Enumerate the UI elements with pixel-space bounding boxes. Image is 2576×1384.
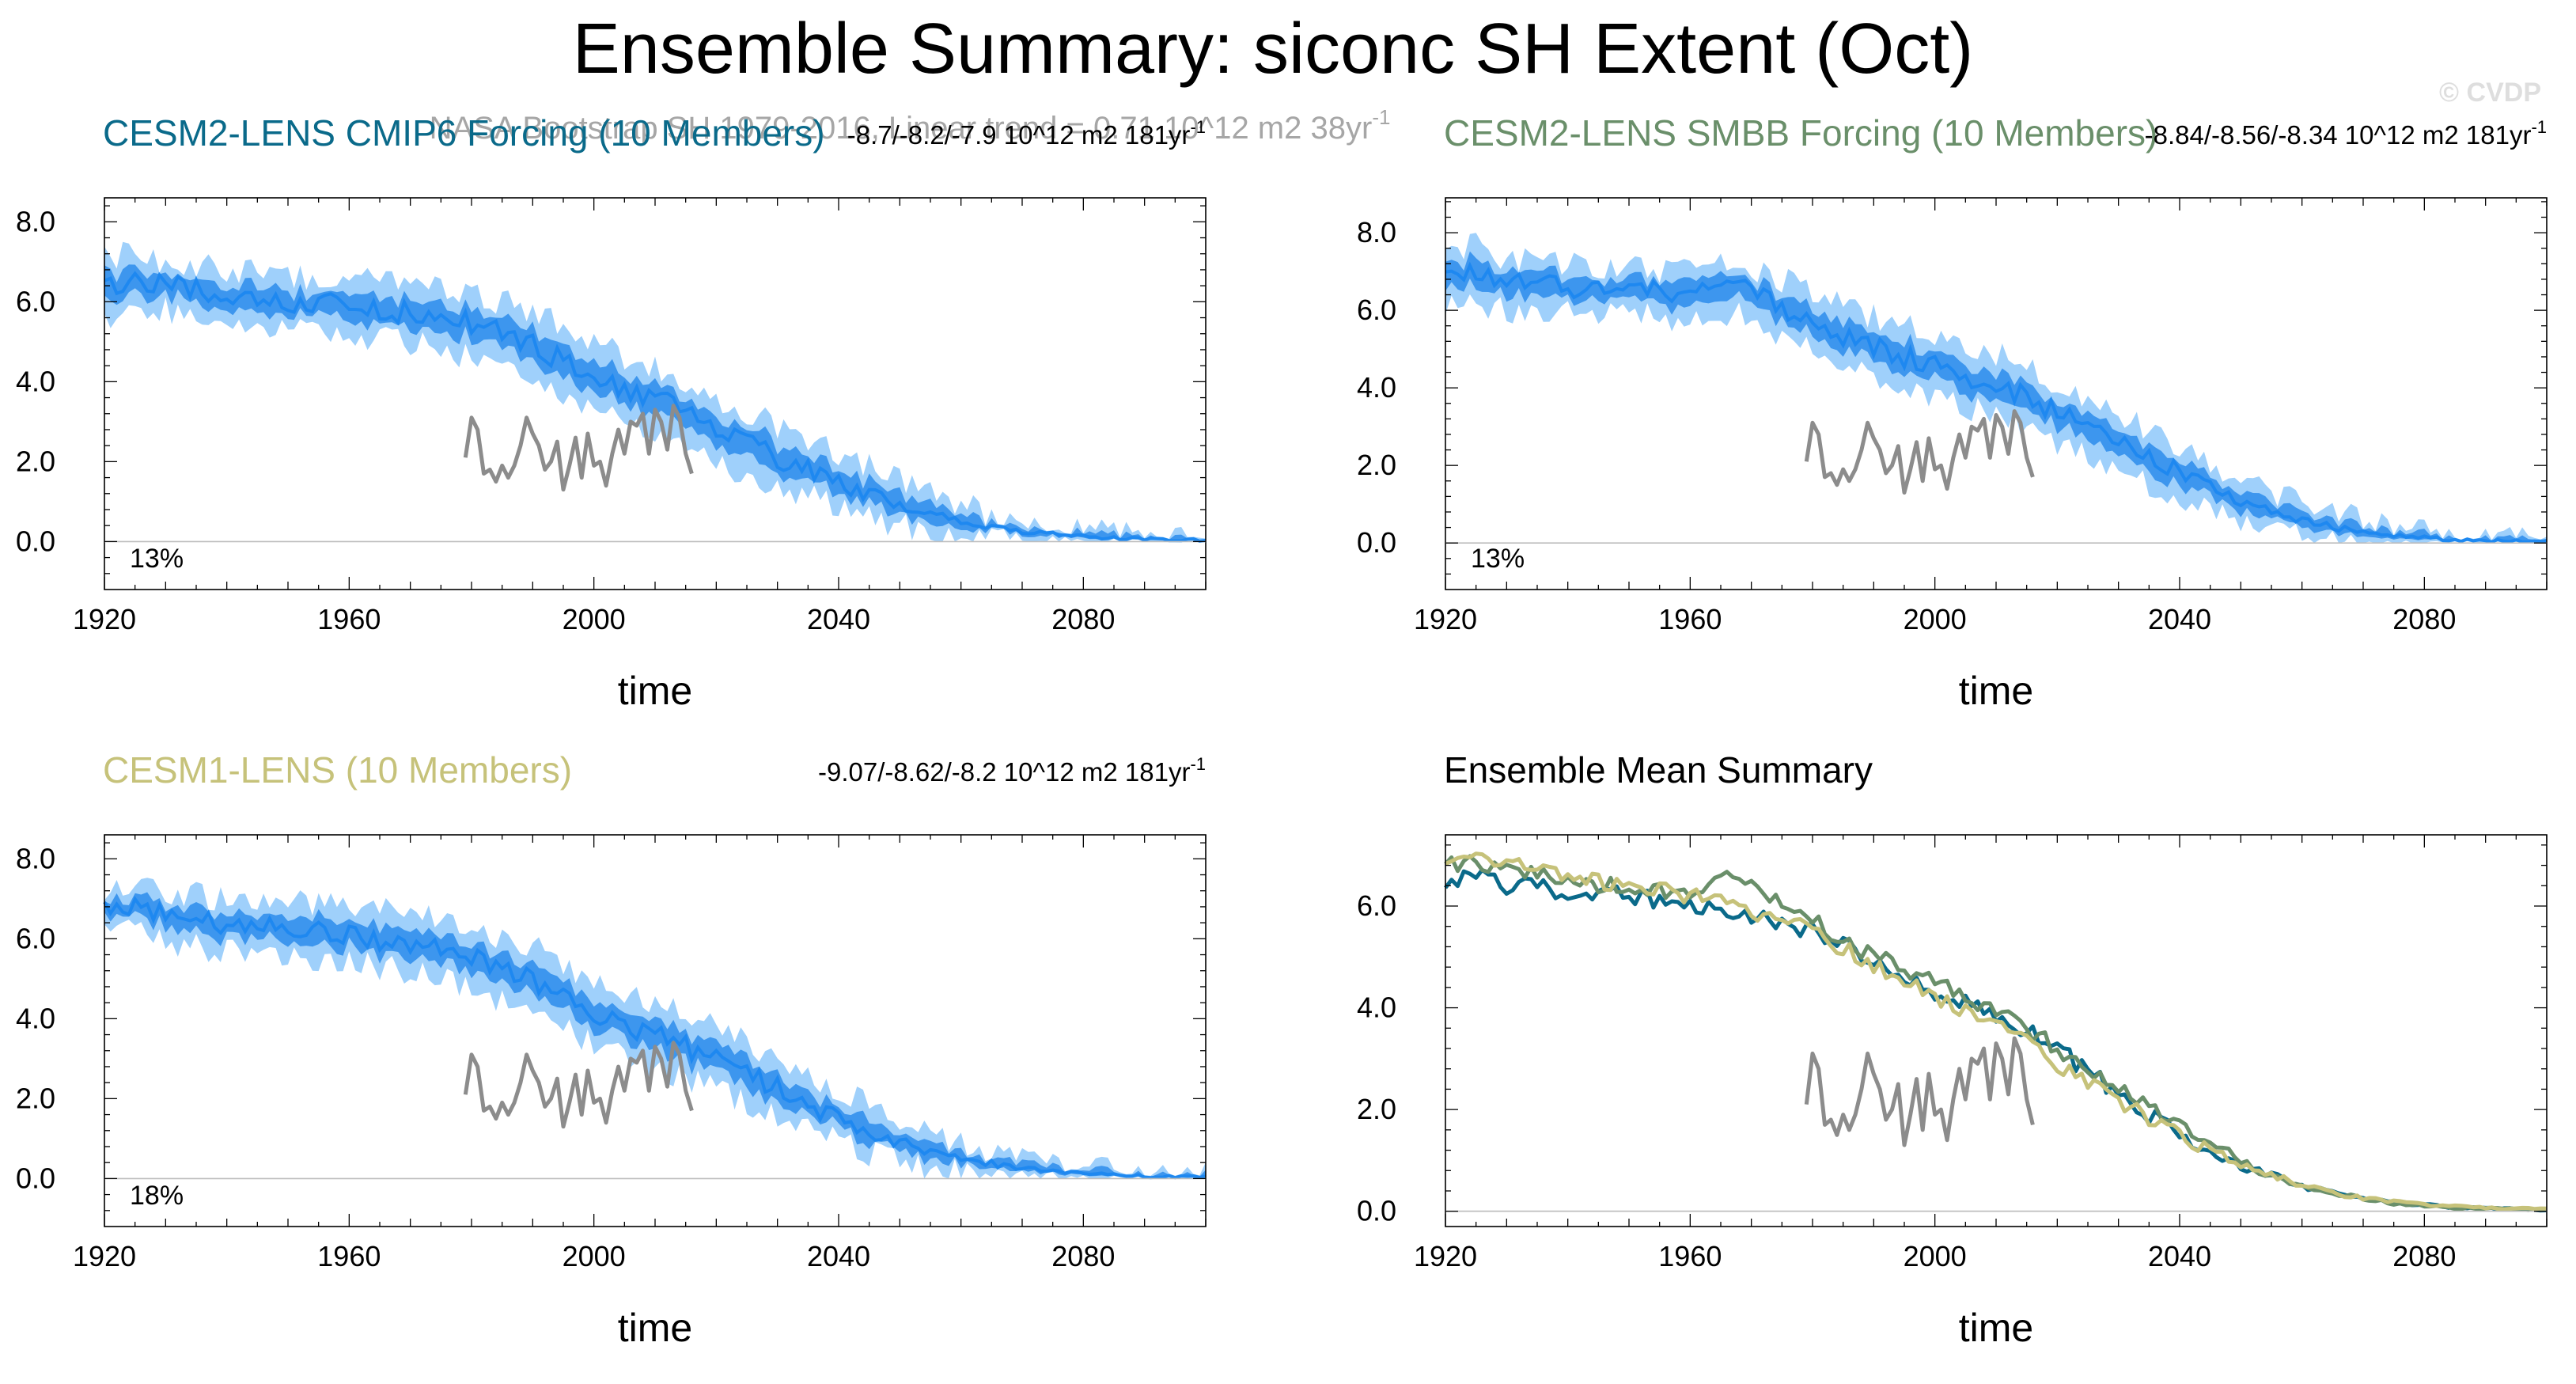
- x-tick-label: 2080: [2392, 603, 2456, 635]
- x-tick-label: 1960: [317, 1240, 381, 1272]
- x-tick-label: 2080: [1051, 603, 1115, 635]
- y-tick-label: 0.0: [16, 525, 55, 557]
- obs-line: [1804, 1036, 2035, 1147]
- x-tick-label: 1960: [1658, 1240, 1722, 1272]
- x-tick-label: 2040: [2148, 603, 2211, 635]
- ensemble-iqr-band: [104, 264, 1206, 542]
- x-axis-label: time: [1959, 669, 2033, 713]
- x-tick-label: 2000: [563, 1240, 626, 1272]
- panel-title: CESM2-LENS CMIP6 Forcing (10 Members): [103, 112, 825, 154]
- y-tick-label: 2.0: [16, 445, 55, 477]
- y-tick-label: 8.0: [1357, 216, 1396, 248]
- ensemble-mean-line: [104, 271, 1207, 543]
- x-tick-label: 2080: [1051, 1240, 1115, 1272]
- panel-ensemble-mean: 1920 1960 2000 2040 2080 0.0 2.0 4.0 6.0 time Ense…: [1357, 749, 2548, 1350]
- ensemble-iqr-band: [104, 892, 1206, 1178]
- x-tick-label: 2000: [563, 603, 626, 635]
- y-tick-label: 0.0: [1357, 1195, 1396, 1227]
- y-tick-label: 0.0: [16, 1162, 55, 1194]
- x-axis-label: time: [618, 669, 692, 713]
- x-tick-label: 1960: [1658, 603, 1722, 635]
- y-tick-label: 6.0: [16, 922, 55, 954]
- obs-subtitle-text: NASA Bootstrap SH 1979-2016, Linear tren…: [430, 111, 1373, 146]
- y-tick-label: 0.0: [1357, 526, 1396, 559]
- y-tick-label: 8.0: [16, 842, 55, 874]
- trend-label-text: -8.7/-8.2/-7.9 10^12 m2 181yr: [847, 120, 1191, 150]
- y-tick-label: 4.0: [16, 1002, 55, 1034]
- y-tick-label: 2.0: [1357, 1093, 1396, 1125]
- ensemble-iqr-band: [1445, 251, 2547, 543]
- trend-label: -9.07/-8.62/-8.2 10^12 m2 181yr-1: [818, 754, 1206, 787]
- x-axis-label: time: [1959, 1306, 2033, 1350]
- x-tick-label: 2080: [2392, 1240, 2456, 1272]
- y-tick-label: 4.0: [1357, 371, 1396, 404]
- trend-label: -8.84/-8.56/-8.34 10^12 m2 181yr-1: [2145, 117, 2547, 150]
- percent-label: 13%: [1471, 544, 1525, 574]
- obs-subtitle-sup: -1: [1372, 105, 1390, 129]
- x-tick-label: 2000: [1904, 603, 1967, 635]
- x-tick-label: 2040: [807, 1240, 870, 1272]
- y-tick-label: 6.0: [1357, 889, 1396, 922]
- percent-label: 18%: [130, 1181, 184, 1211]
- y-tick-label: 6.0: [1357, 294, 1396, 326]
- ensemble-mean-line-cesm2-smbb: [1444, 854, 2548, 1212]
- x-tick-label: 1920: [73, 1240, 136, 1272]
- obs-line: [1804, 409, 2035, 495]
- cvdp-copyright: © CVDP: [2439, 78, 2541, 108]
- x-tick-label: 2040: [807, 603, 870, 635]
- ensemble-mean-line: [1445, 261, 2548, 544]
- trend-label-text: -8.84/-8.56/-8.34 10^12 m2 181yr: [2145, 120, 2532, 150]
- panel-cesm2-cmip6: 1920 1960 2000 2040 2080 0.0 2.0 4.0 6.0 8.0 time 1…: [16, 112, 1207, 713]
- y-tick-label: 2.0: [16, 1082, 55, 1114]
- plot-frame: [1445, 834, 2548, 1227]
- panel-cesm1: 1920 1960 2000 2040 2080 0.0 2.0 4.0 6.0 8.0 time 1…: [16, 749, 1207, 1350]
- figure-title: Ensemble Summary: siconc SH Extent (Oct): [573, 9, 1974, 89]
- obs-line: [463, 404, 694, 492]
- obs-subtitle: NASA Bootstrap SH 1979-2016, Linear tren…: [430, 105, 1391, 146]
- percent-label: 13%: [130, 544, 184, 574]
- trend-label-sup: -1: [2531, 117, 2547, 137]
- y-tick-label: 2.0: [1357, 449, 1396, 481]
- ensemble-mean-line-cesm1: [1444, 851, 2548, 1211]
- x-tick-label: 1920: [1414, 603, 1477, 635]
- x-axis-label: time: [618, 1306, 692, 1350]
- panel-title: Ensemble Mean Summary: [1444, 749, 1873, 791]
- panel-cesm2-smbb: 1920 1960 2000 2040 2080 0.0 2.0 4.0 6.0 8.0 time 1…: [1357, 112, 2548, 713]
- x-tick-label: 2040: [2148, 1240, 2211, 1272]
- x-tick-label: 1960: [317, 603, 381, 635]
- ensemble-mean-line: [103, 896, 1207, 1180]
- trend-label-sup: -1: [1190, 117, 1206, 137]
- panel-title: CESM1-LENS (10 Members): [103, 749, 572, 791]
- panel-title: CESM2-LENS SMBB Forcing (10 Members): [1444, 112, 2157, 154]
- obs-line: [463, 1041, 694, 1129]
- y-tick-label: 4.0: [1357, 992, 1396, 1024]
- y-tick-label: 8.0: [16, 205, 55, 237]
- y-tick-label: 6.0: [16, 285, 55, 317]
- ensemble-mean-line-cesm2-cmip6: [1443, 867, 2548, 1213]
- x-tick-label: 2000: [1904, 1240, 1967, 1272]
- trend-label: -8.7/-8.2/-7.9 10^12 m2 181yr-1: [847, 117, 1206, 150]
- x-tick-label: 1920: [1414, 1240, 1477, 1272]
- trend-label-sup: -1: [1190, 754, 1206, 774]
- y-tick-label: 4.0: [16, 365, 55, 397]
- trend-label-text: -9.07/-8.62/-8.2 10^12 m2 181yr: [818, 757, 1190, 787]
- x-tick-label: 1920: [73, 603, 136, 635]
